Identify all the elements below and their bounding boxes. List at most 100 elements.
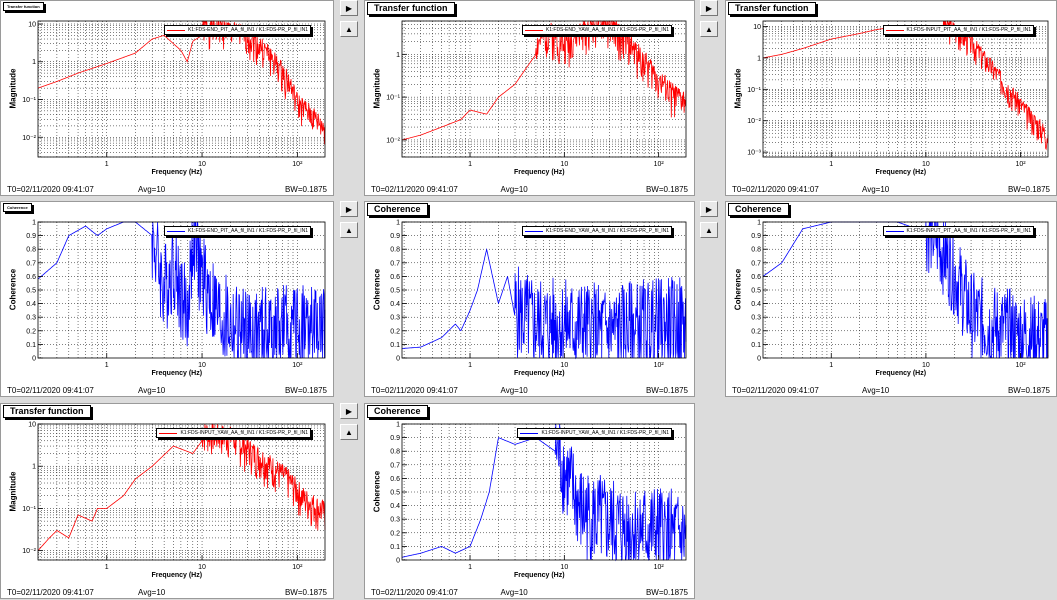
x-tick-label: 1 [468,564,472,571]
next-page-button[interactable]: ▶ [700,201,718,217]
avg-label: Avg=10 [138,185,166,194]
y-axis-label: Magnitude [8,68,18,109]
legend-box: K1:FDS-INPUT_YAW_AA_fil_IN1 / K1:FDS-PR_… [517,428,672,438]
y-tick-label: 0.9 [751,233,761,240]
p1-panel: 10 1 10⁻¹ 10⁻² 1 10 10² Transfer function K1:FDS… [0,0,334,196]
y-tick-label: 0.4 [390,301,400,308]
p5-panel: 0 0.1 0.2 0.3 0.4 0.5 0.6 0.7 0.8 0.9 1 1 10 10² Coher… [364,201,695,397]
y-tick-label: 0.9 [390,233,400,240]
plot-title: Transfer function [367,2,455,15]
y-tick-label: 0.6 [26,274,36,281]
y-tick-label: 0.3 [390,517,400,524]
bw-label: BW=0.1875 [284,386,327,395]
y-tick-label: 10⁻¹ [22,97,36,104]
legend-swatch [885,29,904,31]
x-tick-label: 10² [292,564,303,571]
y-tick-label: 0.5 [751,288,761,295]
bw-label: BW=0.1875 [1007,386,1050,395]
y-tick-label: 0.7 [390,260,400,267]
y-axis-label: Magnitude [8,471,18,512]
y-tick-label: 10⁻² [747,118,761,125]
y-tick-label: 1 [32,464,36,471]
y-tick-label: 0 [396,356,400,363]
avg-label: Avg=10 [500,386,528,395]
y-axis-label: Magnitude [733,68,743,109]
legend-swatch [166,29,185,31]
x-tick-label: 10² [654,362,665,369]
prev-page-button[interactable]: ▲ [340,21,358,37]
legend-box: K1:FDS-INPUT_PIT_AA_fil_IN1 / K1:FDS-PR_… [882,226,1034,236]
series-line [401,20,687,141]
x-tick-label: 1 [468,161,472,168]
legend-label: K1:FDS-INPUT_YAW_AA_fil_IN1 / K1:FDS-PR_… [541,430,669,436]
y-tick-label: 10 [28,422,36,429]
avg-label: Avg=10 [862,185,890,194]
y-tick-label: 0.3 [390,315,400,322]
y-tick-label: 0.5 [390,288,400,295]
t0-label: T0=02/11/2020 09:41:07 [371,588,458,597]
plot-area: 10 1 10⁻¹ 10⁻² 1 10 10² [22,20,326,168]
t0-label: T0=02/11/2020 09:41:07 [732,386,819,395]
legend-label: K1:FDS-INPUT_YAW_AA_fil_IN1 / K1:FDS-PR_… [180,430,308,436]
next-page-button[interactable]: ▶ [340,0,358,16]
plot-footer: T0=02/11/2020 09:41:07 Avg=10 BW=0.1875 [726,386,1056,396]
x-tick-label: 10² [1015,362,1026,369]
next-page-button[interactable]: ▶ [340,403,358,419]
x-tick-label: 10² [654,564,665,571]
y-tick-label: 0.8 [26,247,36,254]
t0-label: T0=02/11/2020 09:41:07 [371,185,458,194]
y-tick-label: 0.9 [390,435,400,442]
avg-label: Avg=10 [138,588,166,597]
plot-title: Transfer function [3,405,91,418]
legend-label: K1:FDS-END_YAW_AA_fil_IN1 / K1:FDS-PR_P_… [545,27,669,33]
x-axis-label: Frequency (Hz) [514,169,565,176]
y-tick-label: 0.1 [26,342,36,349]
y-tick-label: 0.8 [751,247,761,254]
x-tick-label: 1 [468,362,472,369]
y-tick-label: 10⁻² [22,135,36,142]
prev-page-button[interactable]: ▲ [340,222,358,238]
y-tick-label: 0 [32,356,36,363]
x-tick-label: 10 [198,362,206,369]
avg-label: Avg=10 [500,185,528,194]
prev-page-button[interactable]: ▲ [700,222,718,238]
y-tick-label: 0.2 [751,328,761,335]
y-tick-label: 0 [396,558,400,565]
t0-label: T0=02/11/2020 09:41:07 [7,588,94,597]
y-tick-label: 10⁻¹ [386,95,400,102]
legend-label: K1:FDS-INPUT_PIT_AA_fil_IN1 / K1:FDS-PR_… [906,27,1032,33]
series-line [762,221,1049,359]
legend-label: K1:FDS-END_YAW_AA_fil_IN1 / K1:FDS-PR_P_… [545,228,669,234]
prev-page-button[interactable]: ▲ [340,424,358,440]
x-tick-label: 10 [198,564,206,571]
y-tick-label: 0.5 [26,288,36,295]
x-tick-label: 1 [829,161,833,168]
y-tick-label: 10⁻² [22,548,36,555]
bw-label: BW=0.1875 [284,588,327,597]
x-axis-label: Frequency (Hz) [514,572,565,579]
plot-title: Coherence [367,203,428,216]
series-line [37,221,326,359]
legend-box: K1:FDS-INPUT_YAW_AA_fil_IN1 / K1:FDS-PR_… [156,428,311,438]
legend-swatch [885,230,904,232]
next-page-button[interactable]: ▶ [340,201,358,217]
t0-label: T0=02/11/2020 09:41:07 [7,185,94,194]
x-tick-label: 1 [105,161,109,168]
y-axis-label: Coherence [8,268,18,311]
y-tick-label: 0.4 [390,503,400,510]
y-tick-label: 1 [396,52,400,59]
next-page-button[interactable]: ▶ [700,0,718,16]
y-tick-label: 10⁻² [386,137,400,144]
prev-page-button[interactable]: ▲ [700,21,718,37]
y-tick-label: 0.6 [390,274,400,281]
plot-area: 1 10⁻¹ 10⁻² 1 10 10² [386,20,687,168]
plot-footer: T0=02/11/2020 09:41:07 Avg=10 BW=0.1875 [1,588,333,598]
y-tick-label: 0.4 [751,301,761,308]
y-tick-label: 1 [757,55,761,62]
bw-label: BW=0.1875 [284,185,327,194]
y-tick-label: 0.2 [390,530,400,537]
y-tick-label: 0.4 [26,301,36,308]
y-tick-label: 0.1 [751,342,761,349]
p7-panel: 10 1 10⁻¹ 10⁻² 1 10 10² Transfer function K1:FDS… [0,403,334,599]
y-tick-label: 10 [753,24,761,31]
